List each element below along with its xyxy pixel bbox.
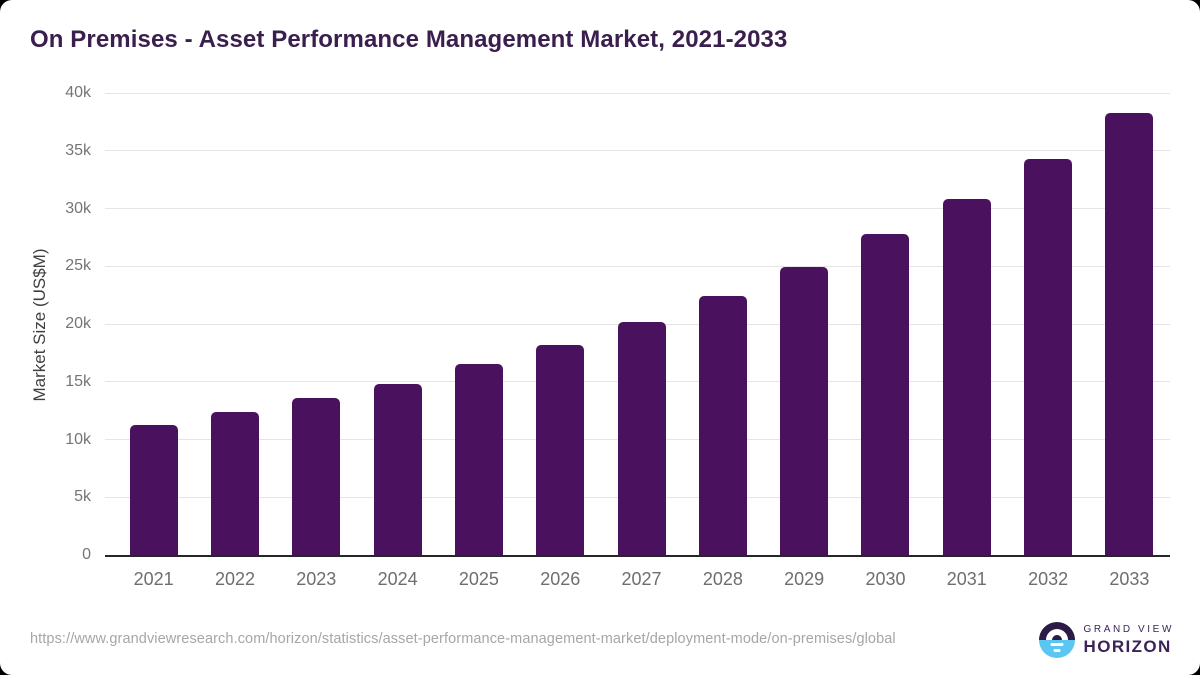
x-label-2021: 2021 [133, 569, 174, 589]
x-label-2032: 2032 [1028, 569, 1069, 589]
logo-text: GRAND VIEW HORIZON [1084, 624, 1174, 657]
bar-slot-2030 [845, 93, 926, 555]
bar-2028 [698, 296, 747, 555]
y-tick-label-15k: 15k [65, 372, 91, 390]
bar-2026 [536, 344, 585, 555]
bar-2031 [942, 199, 991, 555]
bar-slot-2032 [1007, 93, 1088, 555]
y-tick-label-20k: 20k [65, 315, 91, 332]
bar-slot-2022 [194, 93, 275, 555]
bar-slot-2025 [438, 93, 519, 555]
x-label-2025: 2025 [458, 569, 499, 589]
logo-brand-top: GRAND VIEW [1083, 623, 1174, 635]
bar-slot-2028 [682, 93, 763, 555]
bar-slot-2024 [357, 93, 438, 555]
bar-2029 [780, 267, 829, 555]
gridline-30k [105, 208, 1170, 209]
bar-slot-2027 [601, 93, 682, 555]
logo-brand-bottom: HORIZON [1083, 636, 1172, 656]
x-label-2029: 2029 [784, 569, 825, 589]
x-label-2022: 2022 [214, 569, 255, 589]
x-label-2024: 2024 [377, 569, 418, 589]
x-label-2031: 2031 [946, 569, 987, 589]
y-tick-label-10k: 10k [65, 430, 91, 448]
y-tick-label-35k: 35k [65, 141, 91, 159]
x-label-2030: 2030 [865, 569, 906, 589]
logo-sun-core [1051, 635, 1062, 640]
x-label-2026: 2026 [540, 569, 581, 589]
y-tick-label-25k: 25k [65, 257, 91, 275]
y-tick-label-30k: 30k [65, 199, 91, 217]
x-label-2027: 2027 [621, 569, 662, 589]
bar-2030 [861, 233, 910, 555]
x-label-2023: 2023 [296, 569, 337, 589]
logo-reflection-line [1053, 648, 1061, 652]
x-label-2028: 2028 [702, 569, 743, 589]
bar-slot-2029 [764, 93, 845, 555]
chart-title: On Premises - Asset Performance Manageme… [30, 26, 788, 53]
bar-slot-2031 [926, 93, 1007, 555]
y-tick-label-40k: 40k [65, 84, 91, 101]
bar-slot-2021 [113, 93, 194, 555]
y-axis-title: Market Size (US$M) [30, 248, 49, 402]
y-tick-label-5k: 5k [74, 488, 91, 506]
bar-slot-2026 [520, 93, 601, 555]
x-label-2033: 2033 [1109, 569, 1150, 589]
logo-reflection-line [1050, 642, 1064, 646]
grand-view-horizon-logo: GRAND VIEW HORIZON [1038, 622, 1174, 658]
bar-2024 [373, 384, 422, 555]
bar-2021 [129, 424, 178, 555]
y-tick-label-0: 0 [82, 546, 91, 563]
plot-area: 0 5k 10k 15k 20k 25k 30k 35k 40k [65, 84, 1170, 563]
bars-row [105, 93, 1170, 555]
bar-2032 [1024, 158, 1073, 555]
bar-2027 [617, 321, 666, 555]
bar-2023 [292, 397, 341, 555]
gridline-40k [105, 92, 1170, 94]
bar-slot-2033 [1089, 93, 1170, 555]
source-url: https://www.grandviewresearch.com/horizo… [30, 631, 896, 647]
horizon-sun-icon [1038, 622, 1075, 658]
bar-slot-2023 [276, 93, 357, 555]
bar-2022 [210, 411, 259, 555]
gridline-25k [105, 265, 1170, 267]
gridline-35k [105, 150, 1170, 152]
bar-2025 [454, 364, 503, 555]
x-axis-labels: 2021 2022 2023 2024 2025 2026 2027 2028 2029 2030… [105, 569, 1170, 590]
logo-sun [1045, 629, 1068, 640]
bar-2033 [1105, 112, 1154, 555]
